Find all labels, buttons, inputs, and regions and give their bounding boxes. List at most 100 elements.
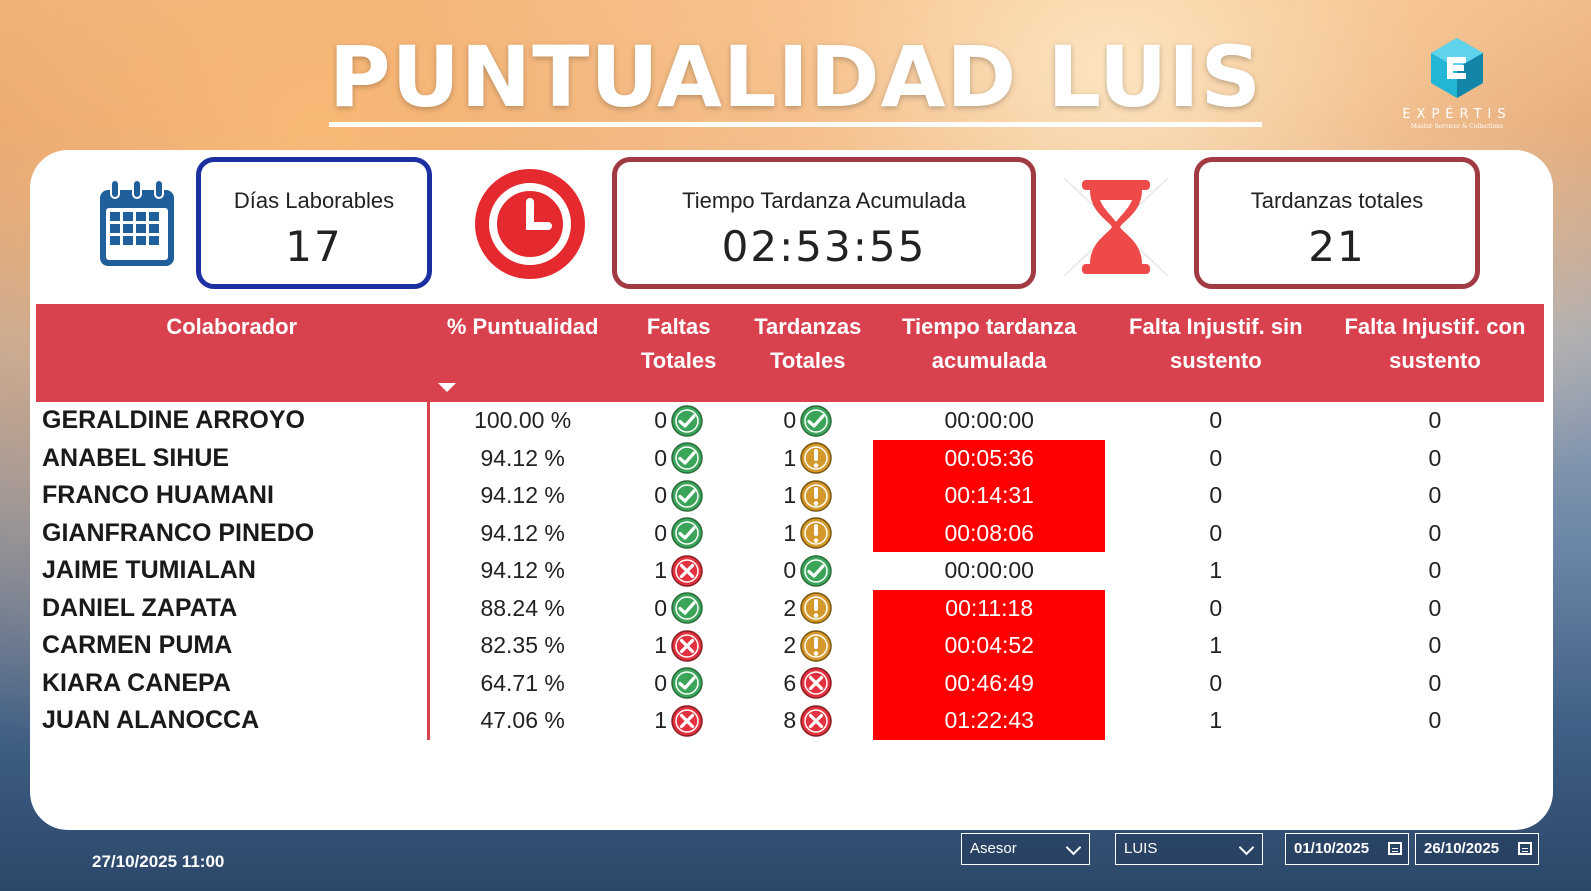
cell-colaborador: GIANFRANCO PINEDO [36, 514, 431, 552]
table-row[interactable]: GIANFRANCO PINEDO 94.12 % 0 1 00:08:06 0 0 [36, 514, 1544, 553]
chevron-down-icon [1238, 839, 1255, 856]
cell-con-sustento: 0 [1428, 407, 1442, 434]
cell-puntualidad: 88.24 % [480, 594, 565, 621]
col-header-faltas[interactable]: Faltas Totales [614, 304, 743, 402]
calendar-icon[interactable] [1388, 842, 1402, 855]
cell-sin-sustento: 1 [1209, 707, 1223, 734]
logo-brand: EXPÉRTIS [1402, 107, 1512, 122]
col-header-puntualidad-label: % Puntualidad [446, 314, 599, 339]
cell-sin-sustento: 0 [1209, 519, 1223, 546]
date-from-input[interactable]: 01/10/2025 [1285, 833, 1409, 865]
cell-tardanzas: 1 [743, 440, 874, 478]
puntualidad-table: Colaborador % Puntualidad Faltas Totales… [36, 304, 1545, 740]
x-circle-icon [800, 667, 832, 699]
cell-sin-sustento: 0 [1209, 482, 1223, 509]
page-title: PUNTUALIDAD LUIS [329, 28, 1262, 127]
cell-colaborador: JUAN ALANOCCA [36, 702, 431, 740]
col-header-tardanzas[interactable]: Tardanzas Totales [742, 304, 874, 402]
cell-con-sustento: 0 [1428, 632, 1442, 659]
cell-colaborador: FRANCO HUAMANI [36, 477, 431, 515]
table-row[interactable]: ANABEL SIHUE 94.12 % 0 1 00:05:36 0 0 [36, 439, 1544, 478]
check-circle-icon [671, 517, 703, 549]
cell-con-sustento: 0 [1428, 519, 1442, 546]
check-circle-icon [671, 592, 703, 624]
cell-colaborador: CARMEN PUMA [36, 627, 431, 665]
cell-tardanzas-value: 2 [783, 632, 797, 659]
x-circle-icon [800, 705, 832, 737]
cell-faltas-value: 1 [654, 632, 668, 659]
cell-faltas-value: 1 [654, 707, 668, 734]
kpi-dias-label: Días Laborables [233, 188, 395, 213]
col-header-colaborador[interactable]: Colaborador [36, 304, 431, 402]
x-circle-icon [671, 705, 703, 737]
cell-faltas: 0 [615, 515, 743, 553]
cell-faltas: 1 [615, 627, 743, 665]
clock-icon [475, 169, 585, 279]
cell-tardanzas-value: 1 [783, 519, 797, 546]
cell-puntualidad: 82.35 % [480, 632, 565, 659]
calendar-icon[interactable] [1518, 842, 1532, 855]
cell-con-sustento: 0 [1428, 707, 1442, 734]
filter-value-text: LUIS [1124, 840, 1158, 857]
cell-tiempo-tardanza: 00:46:49 [873, 664, 1106, 702]
filter-field-dropdown[interactable]: Asesor [961, 833, 1090, 865]
table-row[interactable]: FRANCO HUAMANI 94.12 % 0 1 00:14:31 0 0 [36, 477, 1544, 515]
table-row[interactable]: GERALDINE ARROYO 100.00 % 0 0 00:00:00 0 0 [36, 402, 1544, 440]
cell-faltas: 0 [615, 590, 743, 628]
filter-value-dropdown[interactable]: LUIS [1115, 833, 1263, 865]
cell-faltas-value: 0 [654, 519, 668, 546]
x-circle-icon [671, 630, 703, 662]
cell-puntualidad: 94.12 % [480, 444, 565, 471]
cell-faltas-value: 0 [654, 444, 668, 471]
col-header-puntualidad[interactable]: % Puntualidad [428, 304, 615, 402]
cell-sin-sustento: 0 [1209, 669, 1223, 696]
cell-con-sustento: 0 [1428, 594, 1442, 621]
cell-faltas: 0 [615, 402, 743, 440]
table-row[interactable]: JAIME TUMIALAN 94.12 % 1 0 00:00:00 1 0 [36, 552, 1544, 590]
cell-con-sustento: 0 [1428, 669, 1442, 696]
kpi-tiempo-value: 02:53:55 [721, 222, 927, 271]
table-row[interactable]: JUAN ALANOCCA 47.06 % 1 8 01:22:43 1 0 [36, 702, 1544, 740]
cell-faltas: 0 [615, 440, 743, 478]
sort-descending-icon [438, 383, 457, 392]
cell-colaborador: ANABEL SIHUE [36, 439, 431, 477]
cell-tardanzas-value: 2 [783, 594, 797, 621]
cell-tardanzas-value: 8 [783, 707, 797, 734]
cell-faltas-value: 1 [654, 557, 668, 584]
kpi-dias-value: 17 [285, 222, 343, 271]
kpi-tiempo-label: Tiempo Tardanza Acumulada [682, 188, 966, 213]
cell-puntualidad: 94.12 % [480, 557, 565, 584]
date-from-value: 01/10/2025 [1294, 840, 1370, 857]
kpi-dias-laborables: Días Laborables 17 [196, 157, 432, 289]
kpi-tardanzas-label: Tardanzas totales [1250, 188, 1424, 213]
calendar-icon [100, 179, 174, 266]
company-logo: EXPÉRTIS Master Servicer & Collections [1392, 36, 1522, 130]
table-row[interactable]: KIARA CANEPA 64.71 % 0 6 00:46:49 0 0 [36, 664, 1544, 703]
col-header-tiempo[interactable]: Tiempo tardanza acumulada [873, 304, 1106, 402]
kpi-tardanzas-totales: Tardanzas totales 21 [1194, 157, 1480, 289]
cell-tardanzas: 2 [743, 590, 874, 628]
cell-tardanzas: 8 [743, 702, 874, 740]
cell-colaborador: KIARA CANEPA [36, 664, 431, 702]
cell-faltas-value: 0 [654, 482, 668, 509]
cell-sin-sustento: 1 [1209, 557, 1223, 584]
cell-tiempo-tardanza: 00:04:52 [873, 627, 1106, 665]
table-row[interactable]: DANIEL ZAPATA 88.24 % 0 2 00:11:18 0 0 [36, 589, 1544, 628]
warning-circle-icon [800, 442, 832, 474]
cell-faltas: 0 [615, 665, 743, 703]
cell-tardanzas-value: 6 [783, 669, 797, 696]
cell-faltas-value: 0 [654, 594, 668, 621]
check-circle-icon [671, 442, 703, 474]
table-row[interactable]: CARMEN PUMA 82.35 % 1 2 00:04:52 1 0 [36, 627, 1544, 665]
col-header-con-sustento[interactable]: Falta Injustif. con sustento [1326, 304, 1544, 402]
cell-tardanzas-value: 1 [783, 444, 797, 471]
cell-colaborador: JAIME TUMIALAN [36, 552, 431, 590]
cell-puntualidad: 94.12 % [480, 519, 565, 546]
cell-tardanzas: 6 [743, 665, 874, 703]
col-header-sin-sustento[interactable]: Falta Injustif. sin sustento [1105, 304, 1327, 402]
check-circle-icon [671, 405, 703, 437]
x-circle-icon [671, 555, 703, 587]
date-to-input[interactable]: 26/10/2025 [1415, 833, 1539, 865]
cell-tiempo-tardanza: 00:05:36 [873, 439, 1106, 477]
cell-faltas-value: 0 [654, 407, 668, 434]
